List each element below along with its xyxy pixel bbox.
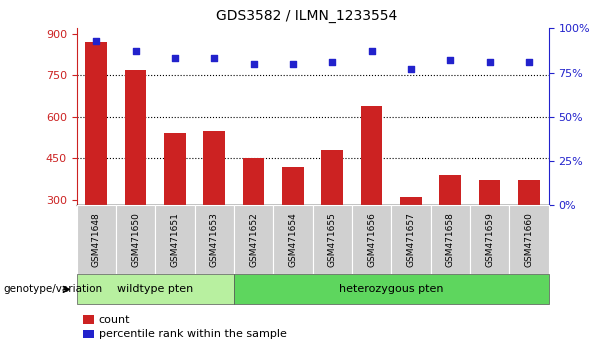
Point — [288, 61, 298, 67]
Text: percentile rank within the sample: percentile rank within the sample — [99, 329, 286, 339]
Bar — [440, 175, 461, 205]
Bar — [164, 133, 186, 205]
Text: GSM471659: GSM471659 — [485, 212, 494, 267]
Bar — [85, 42, 107, 205]
Point — [249, 61, 259, 67]
Point — [327, 59, 337, 65]
Point — [170, 56, 180, 61]
Point — [446, 57, 455, 63]
Bar — [243, 158, 264, 205]
Text: GSM471654: GSM471654 — [289, 212, 297, 267]
Bar — [204, 131, 225, 205]
Text: heterozygous pten: heterozygous pten — [339, 284, 444, 295]
Point — [210, 56, 219, 61]
Text: GSM471652: GSM471652 — [249, 212, 258, 267]
Text: GSM471653: GSM471653 — [210, 212, 219, 267]
Text: GSM471658: GSM471658 — [446, 212, 455, 267]
Text: GSM471655: GSM471655 — [328, 212, 337, 267]
Bar — [518, 181, 540, 205]
Text: GSM471657: GSM471657 — [406, 212, 416, 267]
Text: wildtype pten: wildtype pten — [117, 284, 194, 295]
Bar — [400, 197, 422, 205]
Bar — [361, 106, 383, 205]
Text: GSM471648: GSM471648 — [92, 212, 101, 267]
Text: GSM471660: GSM471660 — [525, 212, 533, 267]
Bar — [479, 181, 500, 205]
Point — [131, 48, 140, 54]
Text: GDS3582 / ILMN_1233554: GDS3582 / ILMN_1233554 — [216, 9, 397, 23]
Bar — [321, 150, 343, 205]
Text: GSM471650: GSM471650 — [131, 212, 140, 267]
Text: GSM471651: GSM471651 — [170, 212, 180, 267]
Text: genotype/variation: genotype/variation — [3, 284, 102, 295]
Point — [91, 38, 101, 44]
Point — [524, 59, 534, 65]
Text: count: count — [99, 315, 130, 325]
Text: GSM471656: GSM471656 — [367, 212, 376, 267]
Point — [367, 48, 376, 54]
Point — [406, 66, 416, 72]
Point — [485, 59, 495, 65]
Bar — [282, 167, 304, 205]
Bar — [125, 70, 147, 205]
